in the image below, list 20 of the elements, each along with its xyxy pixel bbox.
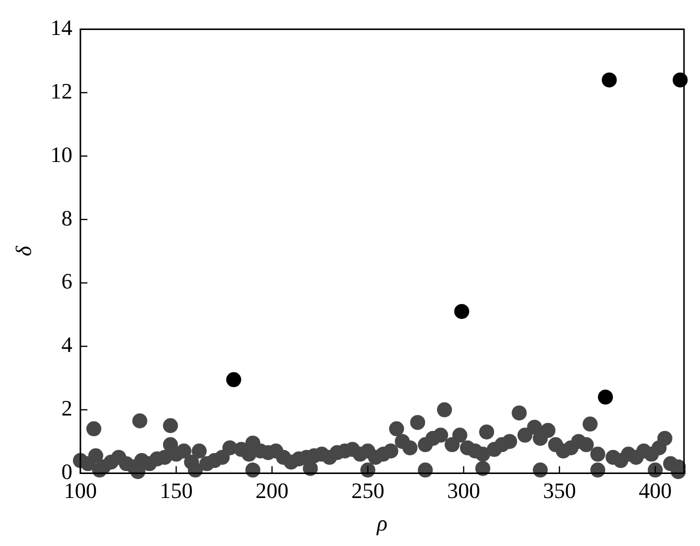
point [602,72,617,88]
point [226,372,242,388]
point [672,72,688,88]
x-tick-label: 200 [256,478,289,504]
x-tick-label: 150 [160,478,193,504]
y-tick-label: 10 [50,142,72,167]
x-tick-label: 400 [638,478,672,504]
y-tick-label: 8 [61,205,72,230]
point [454,304,470,319]
y-tick-label: 4 [61,332,72,358]
y-tick-label: 14 [50,14,72,40]
y-axis-title: δ [10,245,36,256]
y-tick-label: 2 [61,396,72,421]
x-tick-label: 250 [351,478,384,504]
x-axis-title: ρ [376,510,388,536]
point [598,390,613,405]
y-tick-label: 12 [50,78,72,104]
x-tick-label: 350 [542,478,576,504]
y-tick-label: 6 [61,268,72,294]
x-tick-label: 300 [447,478,480,504]
